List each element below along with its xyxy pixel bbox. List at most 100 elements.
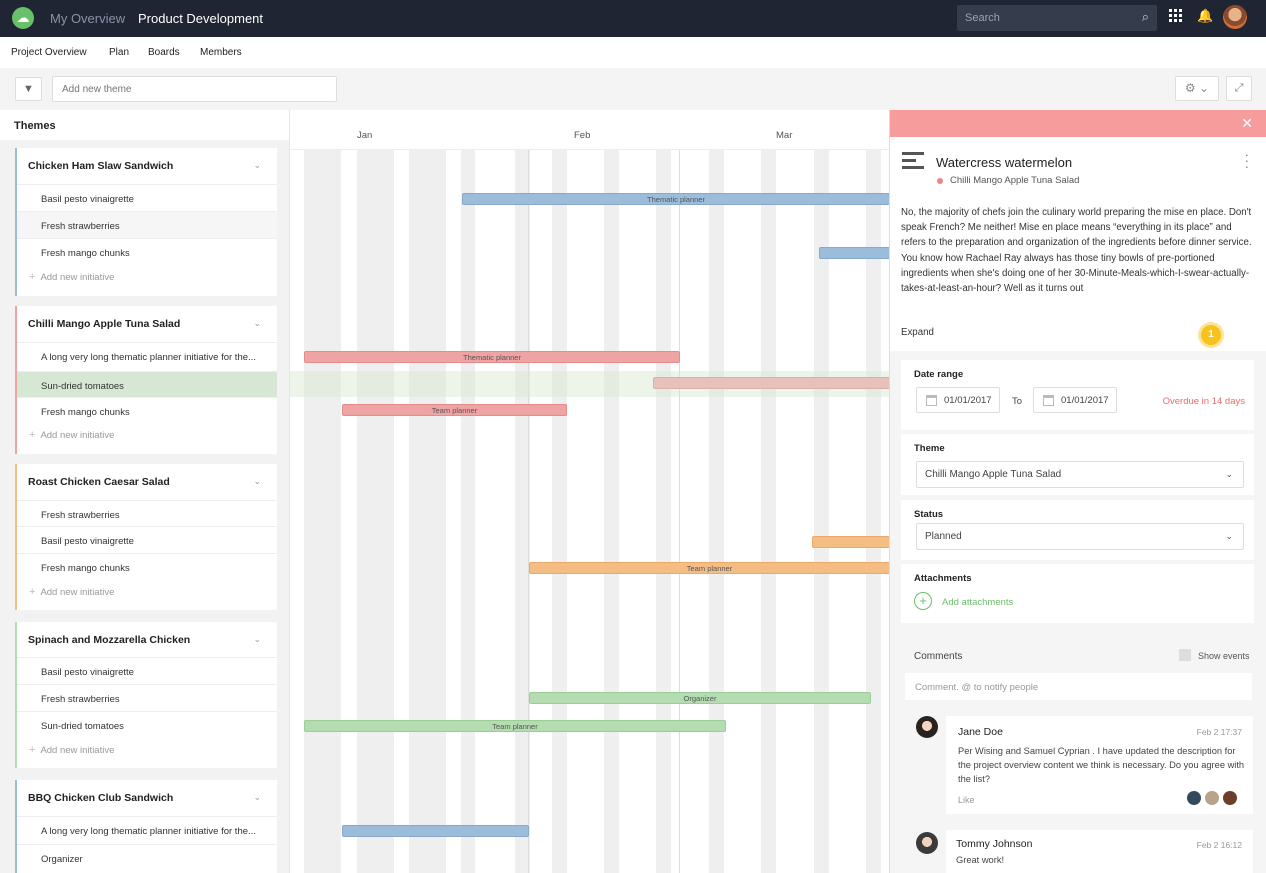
initiative-bar[interactable]: Team planner <box>529 562 890 574</box>
chevron-down-icon: ⌄ <box>1225 469 1233 479</box>
chevron-down-icon[interactable]: ⌄ <box>253 160 261 170</box>
show-events-label[interactable]: Show events <box>1198 651 1250 661</box>
start-date-value: 01/01/2017 <box>944 395 992 406</box>
theme-title[interactable]: Roast Chicken Caesar Salad <box>28 476 170 488</box>
to-label: To <box>1012 396 1023 407</box>
chevron-down-icon[interactable]: ⌄ <box>253 318 261 328</box>
tab-boards[interactable]: Boards <box>148 47 180 58</box>
expand-link[interactable]: Expand <box>901 327 934 338</box>
add-theme-input[interactable] <box>52 76 337 102</box>
fullscreen-button[interactable]: ⤢ <box>1226 76 1252 101</box>
comments-label: Comments <box>914 651 963 662</box>
tab-members[interactable]: Members <box>200 47 242 58</box>
theme-select[interactable]: Chilli Mango Apple Tuna Salad ⌄ <box>916 461 1244 488</box>
initiative-bar[interactable] <box>819 247 890 259</box>
notification-bell-icon[interactable]: 🔔 <box>1197 8 1214 23</box>
add-initiative-button[interactable]: + Add new initiative <box>17 739 277 761</box>
search-input[interactable]: Search ⌕ <box>957 5 1157 31</box>
add-initiative-label: Add new initiative <box>40 430 115 441</box>
chevron-down-icon[interactable]: ⌄ <box>253 476 261 486</box>
month-divider <box>528 150 529 873</box>
chevron-down-icon[interactable]: ⌄ <box>253 634 261 644</box>
date-range-label: Date range <box>914 369 964 380</box>
theme-label: Theme <box>914 443 945 454</box>
app-logo-icon[interactable]: ☁ <box>12 7 34 29</box>
top-bar: ☁ My Overview Product Development Search… <box>0 0 1266 37</box>
like-button[interactable]: Like <box>958 795 975 805</box>
initiative-row[interactable]: Sun-dried tomatoes <box>17 371 277 397</box>
initiative-bar[interactable] <box>342 825 529 837</box>
theme-title[interactable]: Chilli Mango Apple Tuna Salad <box>28 318 181 330</box>
more-options-icon[interactable]: · · · <box>1244 147 1249 174</box>
tab-plan[interactable]: Plan <box>109 47 130 58</box>
theme-title[interactable]: BBQ Chicken Club Sandwich <box>28 792 174 804</box>
initiative-row[interactable]: Fresh mango chunks <box>17 397 277 425</box>
weekend-column <box>304 150 341 873</box>
detail-color-strip: ✕ <box>890 110 1266 137</box>
initiative-row[interactable]: Sun-dried tomatoes <box>17 711 277 739</box>
comment-input[interactable]: Comment. @ to notify people <box>905 673 1252 700</box>
comment-author[interactable]: Tommy Johnson <box>956 838 1033 850</box>
parent-theme-name: Chilli Mango Apple Tuna Salad <box>950 175 1080 186</box>
theme-section: Theme Chilli Mango Apple Tuna Salad ⌄ <box>901 434 1254 495</box>
reactor-avatar <box>1205 791 1219 805</box>
initiative-description[interactable]: No, the majority of chefs join the culin… <box>901 207 1252 295</box>
status-select-value: Planned <box>925 531 962 542</box>
user-avatar[interactable] <box>1223 5 1247 29</box>
initiative-row[interactable]: Fresh strawberries <box>17 684 277 711</box>
theme-color-dot <box>937 178 943 184</box>
apps-grid-icon[interactable] <box>1169 9 1182 22</box>
initiative-bar[interactable] <box>653 377 890 389</box>
theme-card: Chicken Ham Slaw Sandwich ⌄ Basil pesto … <box>15 148 277 296</box>
theme-title[interactable]: Spinach and Mozzarella Chicken <box>28 634 191 646</box>
chevron-down-icon[interactable]: ⌄ <box>253 792 261 802</box>
initiative-row[interactable]: Fresh strawberries <box>17 211 277 238</box>
calendar-icon <box>1043 395 1054 406</box>
search-icon[interactable]: ⌕ <box>1141 9 1149 24</box>
close-icon[interactable]: ✕ <box>1241 115 1253 131</box>
initiative-bar[interactable]: Thematic planner <box>462 193 890 205</box>
start-date-field[interactable]: 01/01/2017 <box>916 387 1000 413</box>
detail-header: Watercress watermelon · · · Chilli Mango A… <box>890 137 1266 351</box>
settings-button[interactable]: ⚙ ⌄ <box>1175 76 1219 101</box>
add-attachments-link[interactable]: Add attachments <box>942 597 1014 608</box>
tab-project-overview[interactable]: Project Overview <box>11 47 87 58</box>
add-attachment-plus-icon[interactable]: + <box>914 592 932 610</box>
initiative-row[interactable]: Organizer <box>17 844 277 872</box>
comment-author[interactable]: Jane Doe <box>958 726 1003 738</box>
initiative-row[interactable]: Fresh mango chunks <box>17 553 277 581</box>
filter-button[interactable]: ▼ <box>15 77 42 101</box>
theme-select-value: Chilli Mango Apple Tuna Salad <box>925 469 1062 480</box>
initiative-bar[interactable] <box>812 536 890 548</box>
initiative-row[interactable]: A long very long thematic planner initia… <box>17 342 277 371</box>
initiative-bar[interactable]: Team planner <box>342 404 567 416</box>
show-events-checkbox[interactable] <box>1179 649 1191 661</box>
hint-badge[interactable]: 1 <box>1201 325 1221 345</box>
theme-card: Chilli Mango Apple Tuna Salad ⌄ A long v… <box>15 306 277 454</box>
initiative-title[interactable]: Watercress watermelon <box>936 155 1073 170</box>
initiative-row[interactable]: Basil pesto vinaigrette <box>17 526 277 553</box>
initiative-row[interactable]: Fresh mango chunks <box>17 238 277 266</box>
nav-my-overview[interactable]: My Overview <box>50 11 126 26</box>
initiative-bar[interactable]: Thematic planner <box>304 351 680 363</box>
month-label: Mar <box>776 130 793 141</box>
theme-card: BBQ Chicken Club Sandwich ⌄ A long very … <box>15 780 277 873</box>
add-initiative-button[interactable]: + Add new initiative <box>17 266 277 288</box>
reactor-avatar <box>1223 791 1237 805</box>
theme-title[interactable]: Chicken Ham Slaw Sandwich <box>28 160 174 172</box>
initiative-row[interactable]: Basil pesto vinaigrette <box>17 657 277 684</box>
add-initiative-button[interactable]: + Add new initiative <box>17 424 277 446</box>
initiative-row[interactable]: Basil pesto vinaigrette <box>17 184 277 211</box>
initiative-bar[interactable]: Organizer <box>529 692 871 704</box>
themes-panel: Themes Chicken Ham Slaw Sandwich ⌄ Basil… <box>0 110 290 873</box>
comment-text: Per Wising and Samuel Cyprian . I have u… <box>958 746 1245 784</box>
status-select[interactable]: Planned ⌄ <box>916 523 1244 550</box>
end-date-field[interactable]: 01/01/2017 <box>1033 387 1117 413</box>
add-initiative-button[interactable]: + Add new initiative <box>17 581 277 603</box>
nav-product-development[interactable]: Product Development <box>138 11 264 26</box>
initiative-row[interactable]: Fresh strawberries <box>17 500 277 526</box>
initiative-row[interactable]: A long very long thematic planner initia… <box>17 816 277 844</box>
attachments-label: Attachments <box>914 573 972 584</box>
toolbar: ▼ ⚙ ⌄ ⤢ <box>0 68 1266 110</box>
initiative-bar[interactable]: Team planner <box>304 720 726 732</box>
